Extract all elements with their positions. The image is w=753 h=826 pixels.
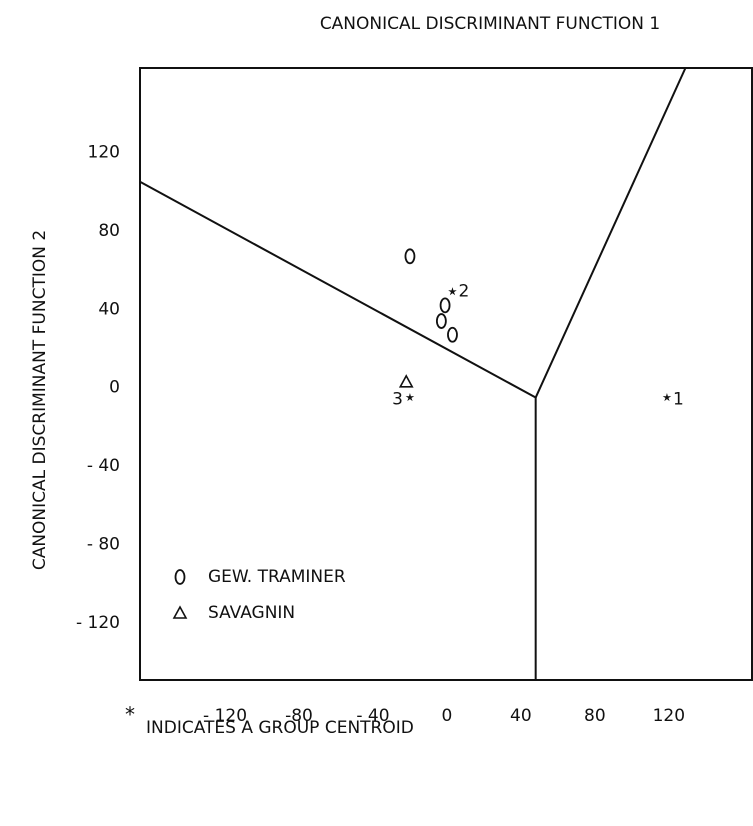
centroid [662,393,672,402]
x-tick-label: 80 [584,706,606,726]
point [404,248,416,265]
legend-marker [172,605,188,619]
boundary-line [139,180,537,399]
centroid-label: 1 [673,390,684,410]
x-tick-label: 120 [653,706,685,726]
x-tick-label: 40 [510,706,532,726]
boundary-line [534,67,687,398]
centroid [448,287,457,296]
legend-label: SAVAGNIN [208,603,295,623]
x-tick-label: - 40 [356,706,389,726]
y-tick-label: - 80 [87,535,120,555]
point [439,297,451,314]
y-tick-label: 0 [109,378,120,398]
chart-title: CANONICAL DISCRIMINANT FUNCTION 1 [320,14,660,34]
plot-frame [139,67,753,681]
footnote-symbol: * [125,703,135,727]
centroid [405,393,415,402]
x-tick-label: -80 [285,706,313,726]
legend-label: GEW. TRAMINER [208,567,346,587]
y-tick-label: 120 [88,142,120,162]
point [447,326,458,343]
x-tick-label: 0 [442,706,453,726]
x-tick-label: - 120 [203,706,247,726]
legend-marker [174,569,186,585]
centroid-label: 3 [392,390,403,410]
footnote: INDICATES A GROUP CENTROID [146,718,414,738]
y-axis-label: CANONICAL DISCRIMINANT FUNCTION 2 [30,230,50,570]
y-tick-label: 80 [98,221,120,241]
point [435,313,447,329]
y-tick-label: 40 [98,299,120,319]
point [398,374,414,388]
y-tick-label: - 40 [87,456,120,476]
centroid-label: 2 [458,282,469,302]
y-tick-label: - 120 [76,613,120,633]
